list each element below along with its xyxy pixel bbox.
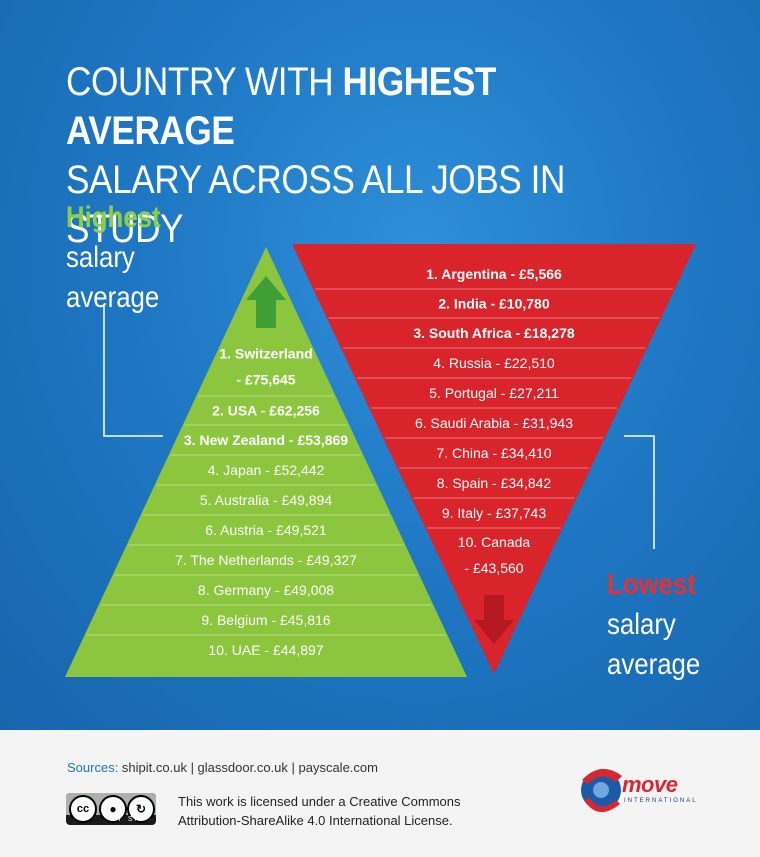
- lowest-row-5: 5. Portugal - £27,211: [371, 385, 617, 409]
- up-arrow-icon: [246, 276, 286, 328]
- lowest-row-1: 1. Argentina - £5,566: [315, 266, 673, 290]
- salary-triangles-chart: 1. Switzerland - £75,645 2. USA - £62,256 3…: [65, 244, 696, 677]
- lowest-row-10: 10. Canada - £43,560: [458, 534, 531, 576]
- title-line-1-bold: HIGHEST AVERAGE: [66, 60, 496, 153]
- lowest-row-label: 6. Saudi Arabia - £31,943: [415, 415, 573, 431]
- footer: Sources: shipit.co.uk | glassdoor.co.uk …: [0, 730, 760, 857]
- cc-icon: cc: [69, 795, 97, 823]
- lowest-label-accent: Lowest: [607, 568, 696, 601]
- highest-salary-label: Highest salary average: [66, 198, 161, 318]
- highest-row-label: 5. Australia - £49,894: [200, 492, 333, 508]
- title-line-1-regular: COUNTRY WITH: [66, 60, 343, 104]
- highest-row-label: 3. New Zealand - £53,869: [184, 432, 348, 448]
- attribution-person-icon: ●: [99, 795, 127, 823]
- highest-row-label: 4. Japan - £52,442: [208, 462, 325, 478]
- lowest-row-label: 7. China - £34,410: [436, 445, 551, 461]
- highest-row-6: 6. Austria - £49,521: [128, 522, 404, 546]
- highest-label-line3: average: [66, 281, 160, 314]
- logo-wordmark: move: [622, 772, 678, 797]
- lowest-row-3: 3. South Africa - £18,278: [342, 325, 646, 349]
- lowest-row-label: 8. Spain - £34,842: [437, 475, 552, 491]
- lowest-row-label: 4. Russia - £22,510: [433, 355, 555, 371]
- license-text: This work is licensed under a Creative C…: [178, 792, 461, 830]
- highest-row-label: 10. UAE - £44,897: [208, 642, 323, 658]
- lowest-row-7: 7. China - £34,410: [399, 445, 589, 469]
- lowest-row-2: 2. India - £10,780: [328, 296, 660, 319]
- highest-rows: 1. Switzerland - £75,645 2. USA - £62,256 3…: [86, 346, 446, 658]
- highest-row-label: 6. Austria - £49,521: [205, 522, 327, 538]
- highest-row-9: 9. Belgium - £45,816: [86, 612, 446, 636]
- highest-triangle: [65, 247, 467, 677]
- license-line-2: Attribution-ShareAlike 4.0 International…: [178, 813, 453, 828]
- lowest-row-4: 4. Russia - £22,510: [356, 355, 632, 379]
- title-line-2: SALARY ACROSS ALL JOBS IN STUDY: [66, 158, 565, 251]
- lowest-row-9: 9. Italy - £37,743: [427, 505, 561, 529]
- page-title: COUNTRY WITH HIGHEST AVERAGE SALARY ACRO…: [66, 58, 629, 254]
- highest-connector-line: [103, 305, 163, 437]
- logo-globe-icon: [581, 768, 622, 813]
- lowest-connector-line: [624, 435, 655, 549]
- down-arrow-icon: [474, 595, 514, 644]
- lowest-row-label: - £43,560: [464, 560, 523, 576]
- lowest-row-label: 1. Argentina - £5,566: [426, 266, 562, 282]
- lowest-rows: 1. Argentina - £5,566 2. India - £10,780 3…: [315, 266, 673, 576]
- lowest-salary-label: Lowest salary average: [607, 565, 700, 685]
- lowest-row-label: 5. Portugal - £27,211: [429, 385, 559, 401]
- lowest-row-label: 2. India - £10,780: [438, 296, 549, 312]
- highest-row-label: 7. The Netherlands - £49,327: [175, 552, 357, 568]
- highest-row-label: 1. Switzerland: [219, 346, 312, 362]
- highest-row-label: 8. Germany - £49,008: [198, 582, 334, 598]
- highest-row-10: 10. UAE - £44,897: [208, 642, 323, 658]
- lowest-row-label: 9. Italy - £37,743: [442, 505, 547, 521]
- highest-label-accent: Highest: [66, 201, 161, 234]
- title-line-1: COUNTRY WITH HIGHEST AVERAGE: [66, 58, 629, 156]
- highest-row-3: 3. New Zealand - £53,869: [170, 432, 362, 456]
- highest-row-label: 9. Belgium - £45,816: [201, 612, 330, 628]
- highest-row-7: 7. The Netherlands - £49,327: [114, 552, 418, 576]
- sources-line: Sources: shipit.co.uk | glassdoor.co.uk …: [67, 760, 378, 775]
- highest-row-5: 5. Australia - £49,894: [142, 492, 390, 516]
- lowest-label-line3: average: [607, 648, 701, 681]
- sources-text: shipit.co.uk | glassdoor.co.uk | payscal…: [118, 760, 378, 775]
- lowest-label-line2: salary: [607, 608, 676, 641]
- lowest-row-label: 10. Canada: [458, 534, 531, 550]
- highest-row-2: 2. USA - £62,256: [184, 403, 348, 426]
- highest-label-line2: salary: [66, 241, 135, 274]
- highest-row-1: 1. Switzerland - £75,645: [198, 346, 334, 397]
- imove-logo: move INTERNATIONAL: [576, 760, 706, 830]
- logo-subtext: INTERNATIONAL: [624, 798, 698, 804]
- highest-row-label: 2. USA - £62,256: [212, 403, 320, 419]
- lowest-row-6: 6. Saudi Arabia - £31,943: [385, 415, 603, 439]
- highest-row-label: - £75,645: [236, 372, 295, 388]
- sources-label: Sources:: [67, 760, 119, 775]
- lowest-row-label: 3. South Africa - £18,278: [413, 325, 575, 341]
- share-alike-icon: ↻: [127, 795, 155, 823]
- license-line-1: This work is licensed under a Creative C…: [178, 794, 461, 809]
- lowest-triangle: [292, 244, 696, 674]
- highest-row-4: 4. Japan - £52,442: [156, 462, 376, 486]
- cc-by-sa-text: BY SA: [110, 816, 142, 823]
- lowest-row-8: 8. Spain - £34,842: [413, 475, 575, 499]
- creative-commons-badge[interactable]: cc ● ↻ BY SA: [66, 793, 156, 825]
- highest-row-8: 8. Germany - £49,008: [100, 582, 432, 606]
